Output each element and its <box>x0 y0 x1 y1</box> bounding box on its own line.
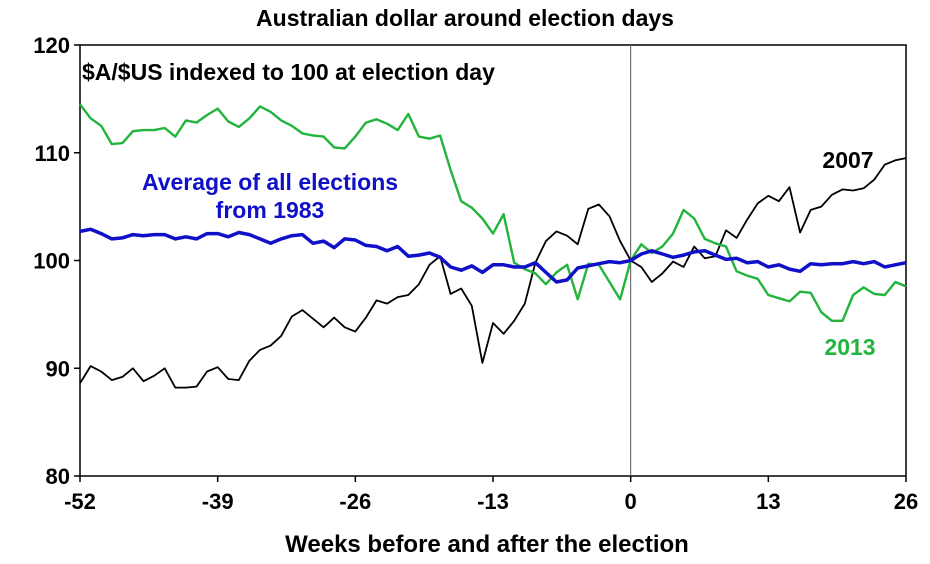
chart-subtitle: $A/$US indexed to 100 at election day <box>82 59 495 85</box>
y-tick-label: 90 <box>46 356 70 381</box>
y-tick-label: 80 <box>46 464 70 489</box>
x-axis-label: Weeks before and after the election <box>285 531 689 558</box>
series-label-y2013: 2013 <box>824 334 875 360</box>
plot-area: 80 90 100 110 120 -52 -39 -26 -13 0 13 26 Average of… <box>33 33 918 514</box>
plot-frame <box>79 44 907 477</box>
x-tick-label: -52 <box>64 489 96 514</box>
x-tick-label: 13 <box>756 489 780 514</box>
series-line-y2007 <box>79 157 907 389</box>
x-tick-label: 0 <box>625 489 637 514</box>
x-tick-label: 26 <box>894 489 918 514</box>
series-label-y2007: 2007 <box>822 147 873 173</box>
y-tick-label: 110 <box>35 141 71 166</box>
y-tick-label: 100 <box>33 249 70 274</box>
series-label-average: Average of all elections <box>142 169 398 195</box>
chart-title: Australian dollar around election days <box>256 5 674 31</box>
y-tick-label: 120 <box>33 33 70 58</box>
x-tick-label: -39 <box>202 489 234 514</box>
series-line-average <box>79 227 907 284</box>
series-label-average: from 1983 <box>216 197 325 223</box>
series-line-y2013 <box>79 103 907 322</box>
x-tick-label: -26 <box>339 489 371 514</box>
x-tick-label: -13 <box>477 489 509 514</box>
